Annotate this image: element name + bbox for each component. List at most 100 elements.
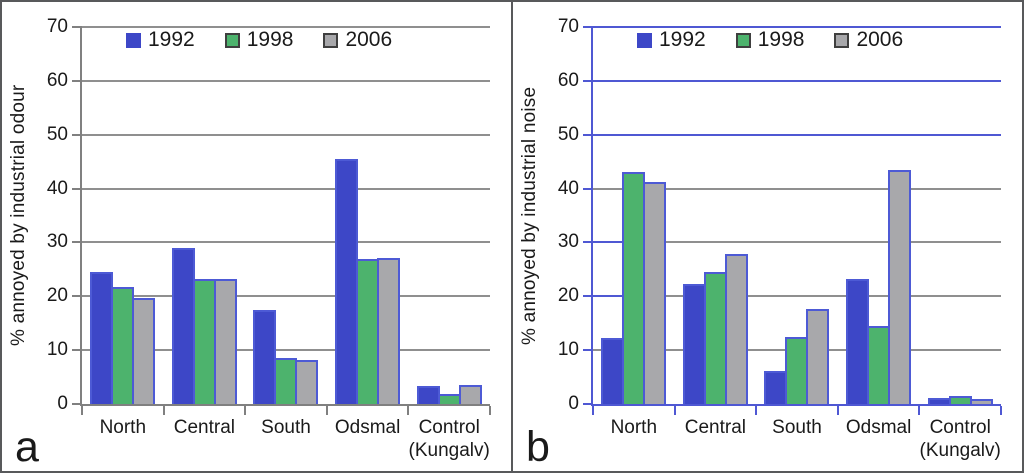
bar-1998 <box>437 394 461 404</box>
legend-key-1992 <box>126 32 141 48</box>
legend-label: 1998 <box>246 28 294 51</box>
y-tick <box>72 79 82 82</box>
legend-key-1992 <box>637 32 652 48</box>
bar-1998 <box>356 259 380 404</box>
legend-key-1998 <box>735 32 751 48</box>
y-tick-label: 30 <box>557 231 579 253</box>
legend-item-1992: 1992 <box>126 28 195 52</box>
y-tick-label: 0 <box>568 393 579 414</box>
bar-2006 <box>132 298 156 404</box>
y-tick <box>72 241 82 244</box>
y-tick <box>72 133 82 136</box>
legend: 1992 1998 2006 <box>126 28 392 52</box>
x-tick <box>673 406 676 415</box>
y-tick <box>583 349 593 352</box>
legend: 1992 1998 2006 <box>637 28 903 52</box>
x-tick <box>407 406 410 415</box>
y-tick-label: 40 <box>557 177 579 199</box>
gridline-50 <box>82 133 490 136</box>
y-tick-label: 10 <box>557 339 579 361</box>
bar-1998 <box>948 396 972 404</box>
x-tick <box>755 406 758 415</box>
x-tick <box>918 406 921 415</box>
bar-2006 <box>458 385 482 404</box>
bar-2006 <box>888 170 912 404</box>
x-category-label: Central <box>173 417 236 438</box>
y-tick <box>72 403 82 405</box>
y-axis-line <box>80 27 82 406</box>
bar-group-south <box>245 27 327 404</box>
bar-1992 <box>171 248 195 404</box>
x-tick <box>1000 406 1002 415</box>
y-tick <box>583 403 593 405</box>
y-axis-line <box>591 27 593 406</box>
x-axis-line <box>591 404 1001 406</box>
legend-key-2006 <box>834 32 850 48</box>
x-axis-line <box>80 404 490 406</box>
x-category-label: Control (Kungalv) <box>408 417 490 461</box>
legend-key-1998 <box>224 32 240 48</box>
y-tick <box>583 133 593 136</box>
legend-label: 2006 <box>345 28 393 51</box>
x-tick <box>836 406 839 415</box>
x-tick <box>244 406 247 415</box>
bar-1992 <box>601 338 625 404</box>
legend-label: 1998 <box>757 28 805 51</box>
y-tick <box>72 26 82 28</box>
bar-group-odsmal <box>327 27 409 404</box>
bar-2006 <box>643 182 667 404</box>
y-tick-label: 60 <box>557 69 579 91</box>
y-tick-label: 0 <box>57 393 68 414</box>
gridline-30 <box>82 241 490 244</box>
gridline-60 <box>593 79 1001 82</box>
gridline-70 <box>593 26 1001 28</box>
bar-1992 <box>90 272 114 404</box>
y-tick <box>583 187 593 190</box>
y-tick-label: 70 <box>557 16 579 37</box>
legend-label: 2006 <box>856 28 904 51</box>
bar-2006 <box>377 258 401 404</box>
gridline-50 <box>593 133 1001 136</box>
y-tick-label: 20 <box>46 285 68 307</box>
bar-2006 <box>295 360 319 404</box>
bar-group-central <box>675 27 757 404</box>
bar-2006 <box>969 399 993 404</box>
x-category-label: South <box>261 417 311 438</box>
legend-item-2006: 2006 <box>323 28 392 52</box>
bar-1998 <box>274 358 298 404</box>
gridline-60 <box>82 79 490 82</box>
bar-1998 <box>703 272 727 404</box>
legend-key-2006 <box>323 32 339 48</box>
gridline-20 <box>593 295 1001 298</box>
panel-letter: b <box>526 422 550 471</box>
x-category-label: North <box>610 417 658 438</box>
bar-2006 <box>213 279 237 404</box>
x-tick <box>489 406 491 415</box>
x-category-label: South <box>772 417 822 438</box>
y-tick <box>72 187 82 190</box>
plot-area-a: 0 10 20 30 40 50 60 70 North Central South Odsmal Co… <box>47 16 491 461</box>
y-tick <box>583 79 593 82</box>
legend-item-1998: 1998 <box>224 28 294 52</box>
x-tick <box>81 406 83 415</box>
bar-group-control <box>919 27 1001 404</box>
bar-1998 <box>785 337 809 404</box>
y-tick-label: 30 <box>46 231 68 253</box>
bar-2006 <box>806 309 830 404</box>
bar-1992 <box>846 279 870 404</box>
panel-b: % annoyed by industrial noise 0 10 20 30 40 5… <box>511 2 1022 471</box>
legend-item-1998: 1998 <box>735 28 805 52</box>
x-category-label: Odsmal <box>845 417 912 438</box>
x-tick <box>592 406 594 415</box>
panel-letter: a <box>15 422 39 471</box>
bar-1992 <box>682 284 706 404</box>
bar-group-odsmal <box>838 27 920 404</box>
bar-group-central <box>164 27 246 404</box>
x-category-label: North <box>99 417 147 438</box>
y-tick-label: 10 <box>46 339 68 361</box>
bar-1992 <box>764 371 788 404</box>
y-tick <box>583 241 593 244</box>
y-tick-label: 40 <box>46 177 68 199</box>
y-tick <box>72 349 82 352</box>
